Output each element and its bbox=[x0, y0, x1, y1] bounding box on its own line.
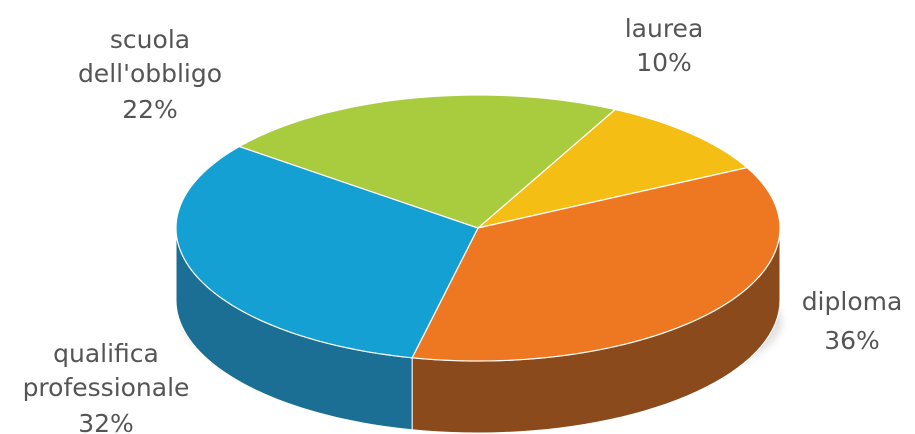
slice-label-laurea: laurea 10% bbox=[625, 14, 704, 77]
slice-value-qualifica: 32% bbox=[78, 409, 134, 434]
slice-name-qualifica-line1: qualifica bbox=[53, 339, 159, 368]
slice-label-scuola: scuola dell'obbligo 22% bbox=[78, 25, 222, 124]
pie-slice-scuola-dell-obbligo bbox=[237, 94, 617, 229]
pie-top-slices bbox=[175, 94, 781, 362]
slice-value-diploma: 36% bbox=[824, 326, 880, 355]
slice-value-laurea: 10% bbox=[636, 48, 692, 77]
slice-name-laurea: laurea bbox=[625, 14, 704, 43]
pie-slice-diploma bbox=[411, 166, 781, 362]
slice-name-diploma: diploma bbox=[802, 287, 903, 316]
slice-name-qualifica-line2: professionale bbox=[23, 373, 190, 402]
slice-value-scuola: 22% bbox=[122, 95, 178, 124]
slice-label-diploma: diploma 36% bbox=[802, 287, 903, 355]
pie-slice-qualifica-professionale bbox=[175, 145, 479, 359]
slice-name-scuola-line2: dell'obbligo bbox=[78, 59, 222, 88]
pie-slice-laurea bbox=[477, 108, 749, 229]
slice-label-qualifica: qualifica professionale 32% bbox=[23, 339, 190, 434]
slice-name-scuola-line1: scuola bbox=[110, 25, 190, 54]
